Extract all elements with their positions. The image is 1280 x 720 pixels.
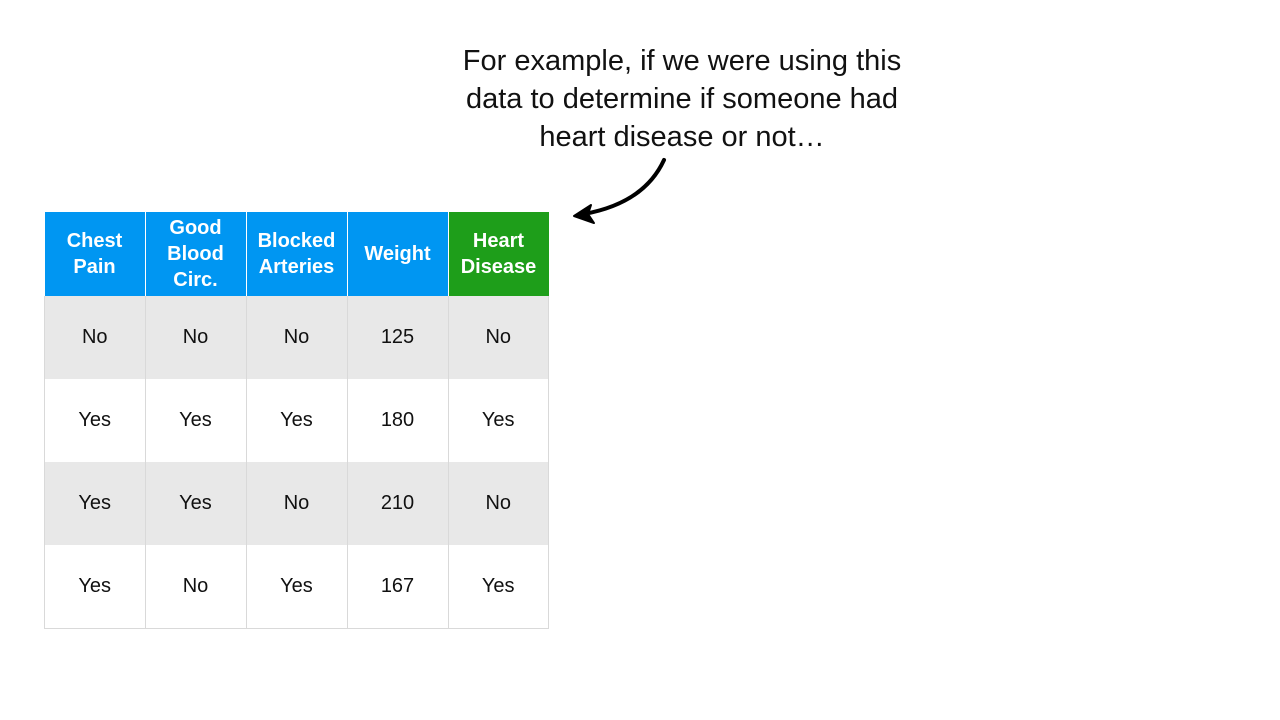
table-cell: No — [447, 296, 549, 379]
table-cell: 167 — [346, 545, 449, 629]
table-cell: Yes — [144, 379, 247, 462]
table-cell: Yes — [245, 545, 348, 629]
table-row: Yes No Yes 167 Yes — [44, 545, 549, 629]
heart-disease-table: Chest Pain Good Blood Circ. Blocked Arte… — [44, 212, 549, 629]
header-good-blood-circ: Good Blood Circ. — [144, 212, 246, 296]
table-cell: No — [44, 296, 146, 379]
table-cell: 180 — [346, 379, 449, 462]
table-cell: No — [144, 545, 247, 629]
header-weight: Weight — [346, 212, 448, 296]
table-cell: 210 — [346, 462, 449, 545]
table-cell: No — [144, 296, 247, 379]
caption-line: heart disease or not… — [539, 121, 825, 153]
table-cell: No — [447, 462, 549, 545]
table-row: Yes Yes Yes 180 Yes — [44, 379, 549, 462]
header-heart-disease: Heart Disease — [447, 212, 549, 296]
header-chest-pain: Chest Pain — [44, 212, 145, 296]
table-cell: Yes — [44, 379, 146, 462]
table-row: Yes Yes No 210 No — [44, 462, 549, 545]
header-blocked-arteries: Blocked Arteries — [245, 212, 347, 296]
table-cell: Yes — [44, 462, 146, 545]
table-cell: No — [245, 462, 348, 545]
table-cell: Yes — [447, 545, 549, 629]
table-cell: 125 — [346, 296, 449, 379]
curved-arrow-icon — [573, 158, 666, 224]
table-cell: Yes — [447, 379, 549, 462]
table-cell: Yes — [44, 545, 146, 629]
table-cell: Yes — [245, 379, 348, 462]
table-cell: No — [245, 296, 348, 379]
caption-line: For example, if we were using this — [462, 45, 902, 77]
table-cell: Yes — [144, 462, 247, 545]
table-row: No No No 125 No — [44, 296, 549, 379]
caption-text: For example, if we were using this data … — [412, 42, 952, 156]
table-header-row: Chest Pain Good Blood Circ. Blocked Arte… — [44, 212, 549, 296]
caption-line: data to determine if someone had — [465, 83, 899, 115]
